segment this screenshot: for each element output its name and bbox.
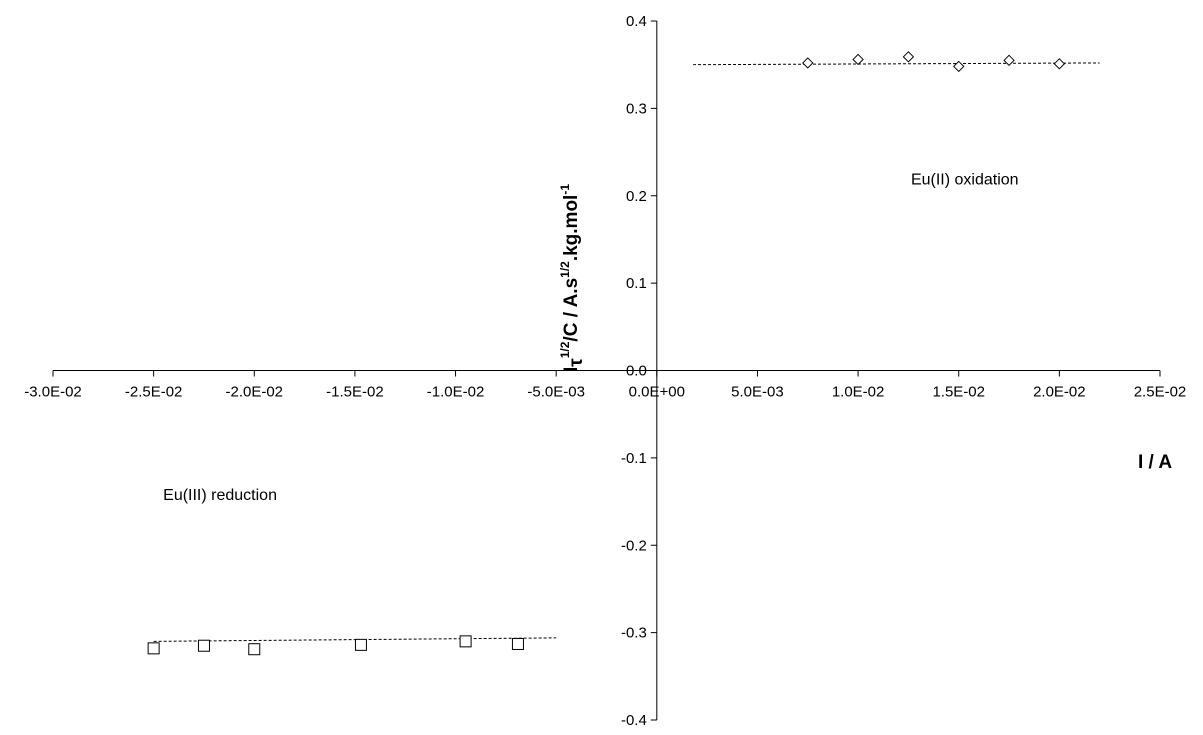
diamond-marker <box>902 51 915 63</box>
y-tick-label: -0.1 <box>621 450 647 467</box>
data-markers <box>147 51 1066 656</box>
y-tick-label: 0.0 <box>626 363 647 380</box>
y-tick-label: 0.1 <box>626 275 647 292</box>
x-tick-label: 2.5E-02 <box>1134 384 1187 401</box>
y-tick-label: -0.2 <box>621 537 647 554</box>
y-axis-label-part: .kg.mol <box>561 195 582 262</box>
diamond-marker <box>953 60 965 73</box>
diamond-marker <box>1003 54 1015 67</box>
square-marker <box>354 638 367 651</box>
square-marker <box>248 643 261 656</box>
y-axis-label-part: -1 <box>558 184 572 195</box>
annotations: Eu(II) oxidation Eu(III) reduction <box>163 171 1018 503</box>
square-marker <box>459 635 472 648</box>
x-tick-label: 1.0E-02 <box>832 384 885 401</box>
trendline <box>693 62 1100 66</box>
y-axis-label-part: 1/2 <box>558 341 572 358</box>
y-axis-label-part: /C / A.s <box>561 278 582 342</box>
axes <box>52 20 1161 721</box>
y-tick-label: 0.4 <box>626 13 647 30</box>
x-tick-label: -3.0E-02 <box>24 384 82 401</box>
x-tick-label: -1.5E-02 <box>326 384 384 401</box>
x-tick-label: 1.5E-02 <box>932 384 985 401</box>
y-tick-label: 0.3 <box>626 100 647 117</box>
x-tick-label: 2.0E-02 <box>1033 384 1086 401</box>
y-axis-label-part: 1/2 <box>558 261 572 278</box>
tick-labels: -3.0E-02 -2.5E-02 -2.0E-02 -1.5E-02 -1.0E-02… <box>24 13 1186 729</box>
x-tick-label: 5.0E-03 <box>731 384 784 401</box>
y-axis-label-part: τ <box>566 358 587 367</box>
x-tick-label: -1.0E-02 <box>427 384 485 401</box>
diamond-marker <box>802 57 814 69</box>
annotation-label: Eu(II) oxidation <box>911 171 1019 188</box>
x-axis-label: I / A <box>1138 452 1172 473</box>
x-tick-label: -5.0E-03 <box>527 384 585 401</box>
annotation-label: Eu(III) reduction <box>163 487 277 504</box>
y-tick-label: 0.2 <box>626 188 647 205</box>
x-tick-label: -2.0E-02 <box>225 384 283 401</box>
diamond-marker <box>1053 58 1066 70</box>
trendline <box>153 637 557 642</box>
diamond-marker <box>852 53 864 66</box>
x-tick-label: -2.5E-02 <box>125 384 183 401</box>
y-tick-label: -0.3 <box>621 625 647 642</box>
y-axis-label-part: I <box>561 367 582 372</box>
square-marker <box>511 637 524 650</box>
y-axis-label: Iτ1/2/C / A.s1/2.kg.mol-1 <box>558 184 587 372</box>
y-tick-label: -0.4 <box>621 712 647 729</box>
x-tick-label: 0.0E+00 <box>629 384 685 401</box>
square-marker <box>197 639 210 652</box>
trendlines <box>153 62 1100 642</box>
square-marker <box>147 642 160 655</box>
